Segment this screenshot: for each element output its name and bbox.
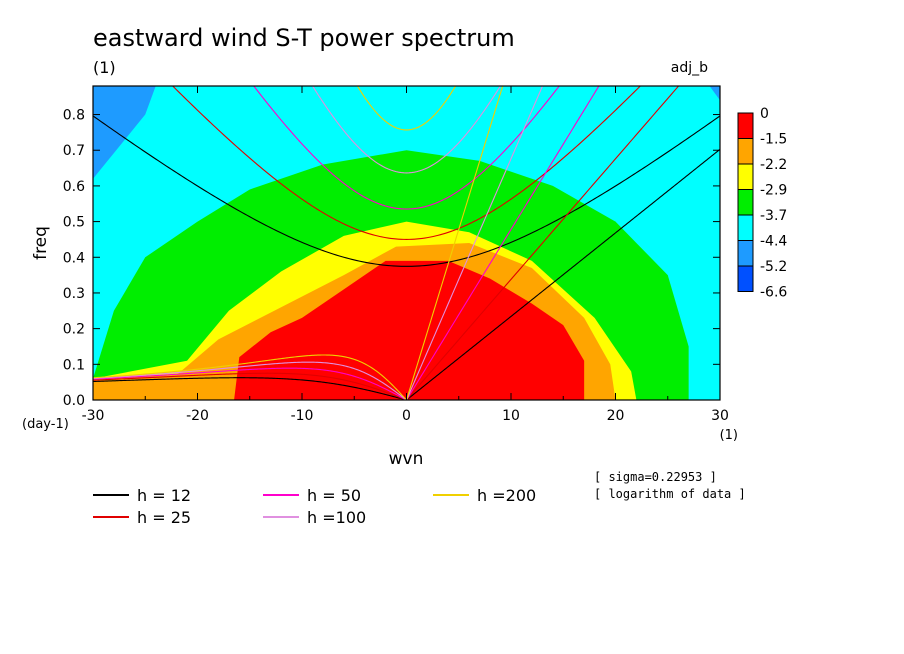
curve-kelvin-h-25 <box>406 86 680 400</box>
curve-ig1-h-12 <box>93 115 720 267</box>
curve-rossby-h-25 <box>93 372 407 400</box>
colorbar-label: -5.2 <box>760 259 787 275</box>
plot-area: -30 -20 -10 0 10 20 30 0.0 0.1 0.2 0.3 0.4 0.5 0.6 0.7… <box>63 85 729 424</box>
legend: h = 12 h = 25 h = 50 h =100 h =200 <box>93 486 536 527</box>
contour-region--5_2-1 <box>709 86 720 101</box>
colorbar-label: -1.5 <box>760 132 787 148</box>
curve-ig1-h-200 <box>356 86 457 131</box>
chart-title-unit: (1) <box>93 58 116 77</box>
curve-kelvin-h-100 <box>405 86 544 400</box>
y-tick-label: 0.0 <box>63 393 85 409</box>
colorbar-swatch <box>737 163 754 190</box>
y-tick-label: 0.6 <box>63 179 85 195</box>
legend-label: h =100 <box>307 508 366 527</box>
x-tick-label: -30 <box>82 408 105 424</box>
colorbar-label: -3.7 <box>760 208 787 224</box>
x-axis-unit: (1) <box>720 428 738 443</box>
curve-kelvin-h-12 <box>406 148 720 400</box>
y-tick-label: 0.2 <box>63 322 85 338</box>
x-tick-label: -20 <box>186 408 209 424</box>
contour-region--5_2-0 <box>93 86 156 179</box>
x-tick-label: 0 <box>402 408 411 424</box>
x-tick-label: 30 <box>711 408 729 424</box>
legend-label: h =200 <box>477 486 536 505</box>
y-tick-label: 0.3 <box>63 286 85 302</box>
colorbar-label: -4.4 <box>760 234 787 250</box>
curve-rossby-h-200 <box>93 354 407 400</box>
colorbar-label: 0 <box>760 106 769 122</box>
y-tick-label: 0.1 <box>63 357 85 373</box>
legend-label: h = 25 <box>137 508 191 527</box>
y-axis-label: freq <box>31 226 51 260</box>
curve-rossby-h-12 <box>93 377 407 400</box>
curve-ig1-h-50 <box>253 86 560 210</box>
colorbar-swatch <box>737 214 754 241</box>
x-tick-label: -10 <box>291 408 314 424</box>
colorbar-swatch <box>737 240 754 267</box>
colorbar-label: -2.2 <box>760 157 787 173</box>
colorbar-label: -2.9 <box>760 183 787 199</box>
colorbar-swatch <box>737 112 754 139</box>
y-axis-unit: (day-1) <box>22 417 69 432</box>
curve-ig1-h-100 <box>311 86 502 174</box>
legend-label: h = 12 <box>137 486 191 505</box>
curve-rossby-h-50 <box>93 367 407 400</box>
axis-ticks: -30 -20 -10 0 10 20 30 0.0 0.1 0.2 0.3 0.4 0.5 0.6 0.7… <box>63 86 729 424</box>
sigma-note: [ sigma=0.22953 ] <box>594 470 717 484</box>
x-axis-label: wvn <box>389 449 424 469</box>
colorbar-swatch <box>737 138 754 165</box>
colorbar-swatch <box>737 265 754 292</box>
colorbar-label: -6.6 <box>760 285 787 301</box>
logarithm-note: [ logarithm of data ] <box>594 487 746 501</box>
curve-kelvin-h-50 <box>406 86 600 400</box>
x-tick-label: 20 <box>607 408 625 424</box>
legend-label: h = 50 <box>307 486 361 505</box>
curve-kelvin-h-200 <box>405 86 504 400</box>
y-tick-label: 0.8 <box>63 108 85 124</box>
colorbar-swatch <box>737 189 754 216</box>
panel-label: adj_b <box>671 60 708 76</box>
y-tick-label: 0.5 <box>63 215 85 231</box>
y-tick-label: 0.4 <box>63 250 85 266</box>
curve-ig1-h-25 <box>171 86 642 240</box>
dispersion-curves <box>93 86 720 400</box>
chart-title: eastward wind S-T power spectrum <box>93 24 515 52</box>
y-tick-label: 0.7 <box>63 143 85 159</box>
x-tick-label: 10 <box>502 408 520 424</box>
curve-rossby-h-100 <box>93 361 407 400</box>
colorbar: 0 -1.5 -2.2 -2.9 -3.7 -4.4 -5.2 -6.6 <box>737 106 787 301</box>
